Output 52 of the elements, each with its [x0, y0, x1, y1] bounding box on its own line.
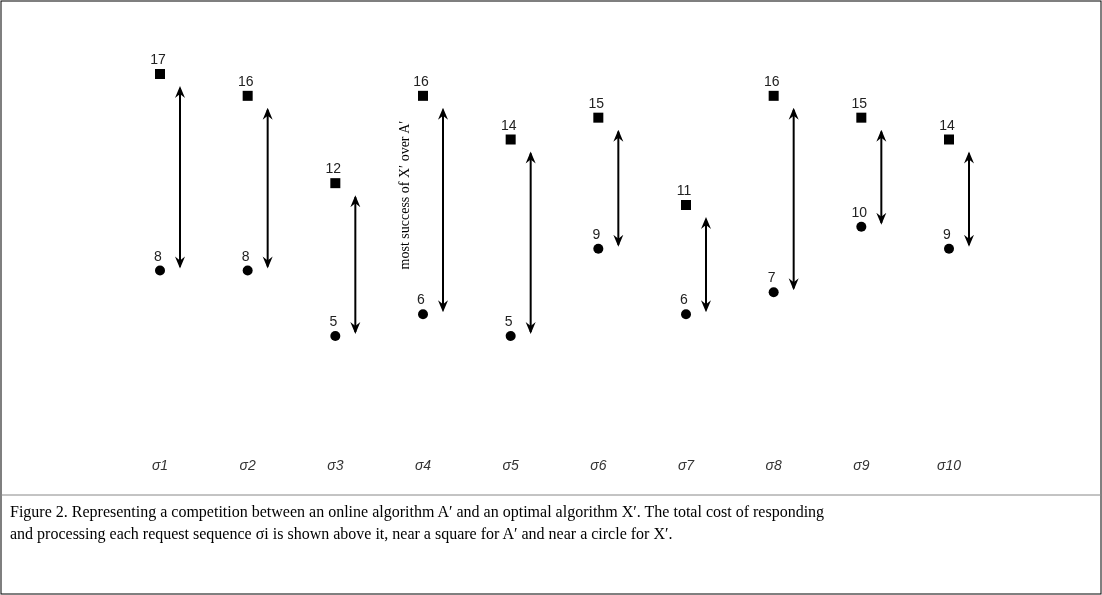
data-label: 14 — [500, 116, 517, 133]
data-label: 17 — [150, 51, 166, 67]
x-tick-label: σ5 — [502, 457, 519, 473]
x-tick-label: σ8 — [765, 457, 782, 473]
point — [944, 243, 954, 254]
caption: Figure 2. Representing a competition between an online algorithm A′ and an optimal algorithm X′. The total cost of responding and processing each request sequence σi is shown above it, near a square for A′ and near a circle for X′. — [10, 503, 825, 543]
data-label: 8 — [154, 247, 163, 264]
data-label: 9 — [943, 225, 952, 242]
point — [768, 287, 779, 298]
point — [593, 112, 604, 123]
point — [505, 331, 516, 341]
x-tick-label: σ3 — [327, 457, 344, 473]
point — [242, 90, 253, 101]
x-tick-label: σ10 — [936, 457, 962, 473]
data-label: 10 — [851, 203, 868, 220]
point — [155, 265, 165, 276]
data-label: 5 — [329, 313, 338, 329]
point — [418, 90, 428, 101]
data-label: 12 — [325, 160, 342, 177]
point — [418, 309, 428, 320]
x-tick-label: σ6 — [590, 457, 607, 473]
data-label: 15 — [588, 94, 605, 111]
point — [242, 265, 253, 276]
data-label: 6 — [680, 291, 689, 308]
data-label: 11 — [676, 182, 692, 198]
point — [330, 178, 341, 189]
data-label: 7 — [767, 269, 776, 286]
data-label: 8 — [241, 247, 250, 264]
point — [768, 90, 779, 101]
x-tick-label: σ7 — [677, 457, 696, 473]
x-tick-label: σ2 — [239, 457, 256, 473]
point — [330, 331, 341, 341]
data-label: 16 — [413, 72, 429, 89]
data-label: 5 — [504, 313, 513, 329]
x-tick-label: σ9 — [853, 457, 870, 473]
point — [593, 243, 604, 254]
data-label: 16 — [763, 72, 780, 89]
point — [155, 69, 165, 79]
point — [505, 134, 516, 145]
annotation: most success of X′ over A′ — [397, 120, 412, 270]
point — [681, 309, 691, 320]
data-label: 9 — [592, 225, 601, 242]
data-label: 6 — [417, 291, 426, 308]
x-tick-label: σ1 — [151, 457, 169, 473]
point — [681, 200, 691, 210]
point — [856, 221, 867, 232]
point — [944, 134, 954, 145]
point — [856, 112, 867, 123]
data-label: 16 — [237, 72, 254, 89]
data-label: 14 — [939, 116, 955, 133]
data-label: 15 — [851, 94, 868, 111]
x-tick-label: σ4 — [414, 457, 432, 473]
